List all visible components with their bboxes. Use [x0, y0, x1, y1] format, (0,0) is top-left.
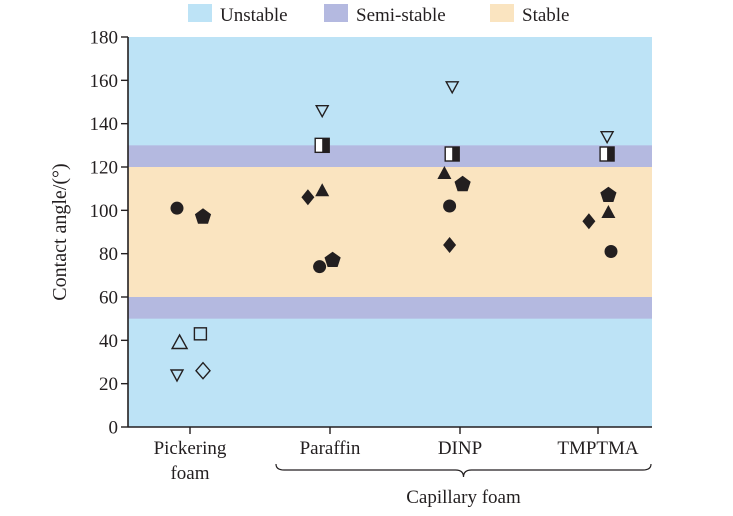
y-tick-label: 80 [99, 244, 118, 265]
point-pentagon [454, 175, 471, 192]
point-diamond [301, 189, 315, 206]
point-square-half [607, 147, 615, 161]
y-tick-label: 160 [90, 71, 119, 92]
band-stable-0 [128, 167, 652, 297]
y-axis-ticks: 0 20 40 60 80 100 120 140 160 180 [90, 28, 128, 439]
y-tick-label: 0 [109, 418, 119, 439]
category-labels: Pickering foam Paraffin DINP TMPTMA [154, 438, 639, 484]
legend-swatch-unstable [188, 4, 212, 22]
category-label: foam [170, 463, 209, 484]
legend: Unstable Semi-stable Stable [188, 4, 570, 26]
axes [127, 37, 652, 428]
capillary-foam-group: Capillary foam [275, 463, 652, 508]
y-axis-title: Contact angle/(°) [49, 163, 71, 300]
category-label: DINP [438, 438, 482, 459]
capillary-foam-brace [275, 463, 652, 478]
legend-swatch-stable [490, 4, 514, 22]
y-tick-label: 100 [90, 201, 119, 222]
point-diamond-open [195, 361, 211, 380]
y-tick-label: 40 [99, 331, 118, 352]
point-square-half [314, 137, 330, 154]
y-tick-label: 60 [99, 288, 118, 309]
capillary-foam-label: Capillary foam [406, 487, 521, 508]
point-triangle-up-open [170, 333, 189, 350]
point-triangle-down-open [599, 130, 615, 145]
point-circle [443, 199, 457, 213]
band-semi-stable-1 [128, 145, 652, 167]
point-pentagon [194, 208, 212, 224]
point-circle [170, 201, 184, 215]
y-tick-label: 120 [90, 158, 119, 179]
legend-swatch-semi-stable [324, 4, 348, 22]
band-semi-stable-0 [128, 297, 652, 319]
y-tick-label: 180 [90, 28, 119, 49]
category-label: Paraffin [300, 438, 361, 459]
stability-bands [128, 37, 652, 427]
point-square-open [193, 327, 208, 341]
point-pentagon [600, 186, 617, 202]
point-triangle-down-open [169, 369, 185, 383]
point-triangle-down-open [315, 104, 330, 119]
point-diamond [443, 237, 457, 253]
y-tick-label: 140 [90, 114, 119, 135]
point-square-half [322, 138, 330, 153]
point-circle [604, 245, 618, 258]
point-square-half [599, 146, 615, 162]
category-label: Pickering [154, 438, 227, 459]
data-points [169, 81, 618, 383]
y-tick-label: 20 [99, 374, 118, 395]
point-pentagon [324, 251, 341, 267]
point-diamond [582, 213, 596, 230]
legend-label-semi-stable: Semi-stable [356, 5, 446, 26]
category-label: TMPTMA [557, 438, 639, 459]
point-square-half [444, 146, 460, 162]
legend-label-unstable: Unstable [220, 5, 288, 26]
point-circle [313, 260, 327, 274]
point-triangle-up [437, 166, 452, 179]
legend-label-stable: Stable [522, 5, 570, 26]
point-triangle-up [315, 183, 330, 197]
point-triangle-up [601, 205, 616, 218]
point-square-half [452, 147, 460, 161]
x-axis-ticks [189, 427, 599, 434]
point-triangle-down-open [445, 81, 460, 95]
